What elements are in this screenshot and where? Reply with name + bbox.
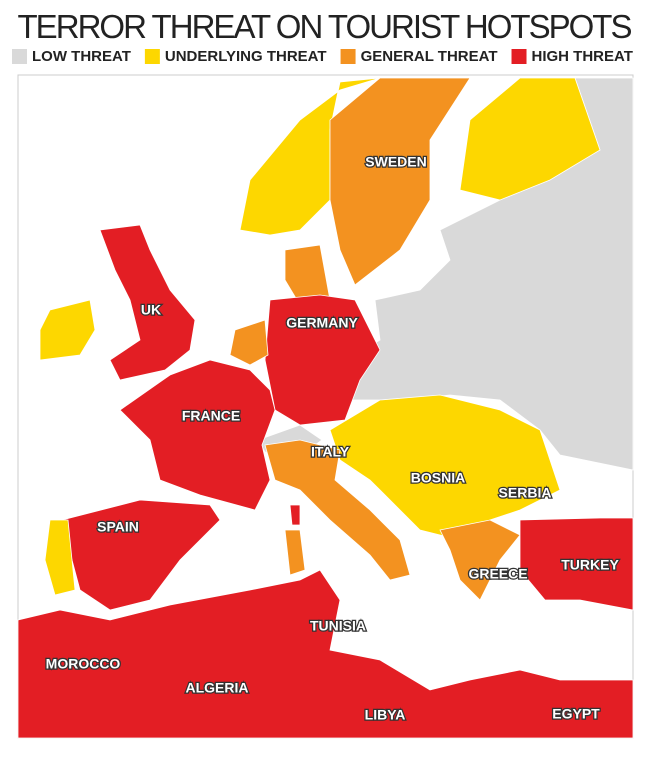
country-label: BOSNIA [411, 470, 465, 486]
country-label: TURKEY [561, 557, 619, 573]
region [39, 299, 96, 361]
legend-swatch [340, 49, 356, 64]
region [239, 77, 381, 236]
region [439, 519, 521, 601]
country-label: TUNISIA [310, 618, 366, 634]
country-labels: SWEDEN UK GERMANY FRANCE ITALY BOSNIA SE… [44, 152, 620, 724]
region [459, 77, 601, 201]
region [284, 529, 306, 576]
region [329, 394, 561, 541]
legend-label: UNDERLYING THREAT [165, 48, 327, 65]
legend-label: LOW THREAT [32, 48, 131, 65]
country-label: SERBIA [499, 485, 552, 501]
country-label: GERMANY [286, 315, 358, 331]
region [17, 569, 634, 739]
legend-label: GENERAL THREAT [361, 48, 498, 65]
legend-swatch [12, 49, 27, 64]
region [289, 504, 301, 526]
country-label: EGYPT [552, 706, 600, 722]
legend-swatch [511, 49, 527, 64]
country-label: FRANCE [182, 408, 240, 424]
legend: LOW THREAT UNDERLYING THREAT GENERAL THREA… [12, 48, 633, 65]
legend-label: HIGH THREAT [532, 48, 633, 65]
region [264, 439, 411, 581]
country-label: SWEDEN [365, 154, 426, 170]
country-label: SPAIN [97, 519, 139, 535]
country-label: LIBYA [365, 707, 406, 723]
title: TERROR THREAT ON TOURIST HOTSPOTS [18, 8, 633, 45]
region [61, 499, 221, 611]
region [264, 294, 381, 426]
region [119, 359, 276, 511]
region [99, 224, 196, 381]
region [44, 519, 76, 596]
country-label: UK [141, 302, 161, 318]
country-label: MOROCCO [46, 656, 121, 672]
legend-swatch [144, 49, 160, 64]
country-label: ALGERIA [186, 680, 249, 696]
map [17, 74, 634, 739]
country-label: ITALY [311, 444, 350, 460]
country-label: GREECE [468, 566, 527, 582]
region [329, 77, 471, 286]
region [229, 319, 269, 366]
region [519, 517, 634, 611]
